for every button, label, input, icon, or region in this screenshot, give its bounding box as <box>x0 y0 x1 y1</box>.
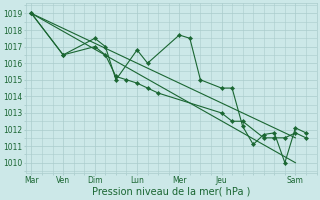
X-axis label: Pression niveau de la mer( hPa ): Pression niveau de la mer( hPa ) <box>92 187 251 197</box>
